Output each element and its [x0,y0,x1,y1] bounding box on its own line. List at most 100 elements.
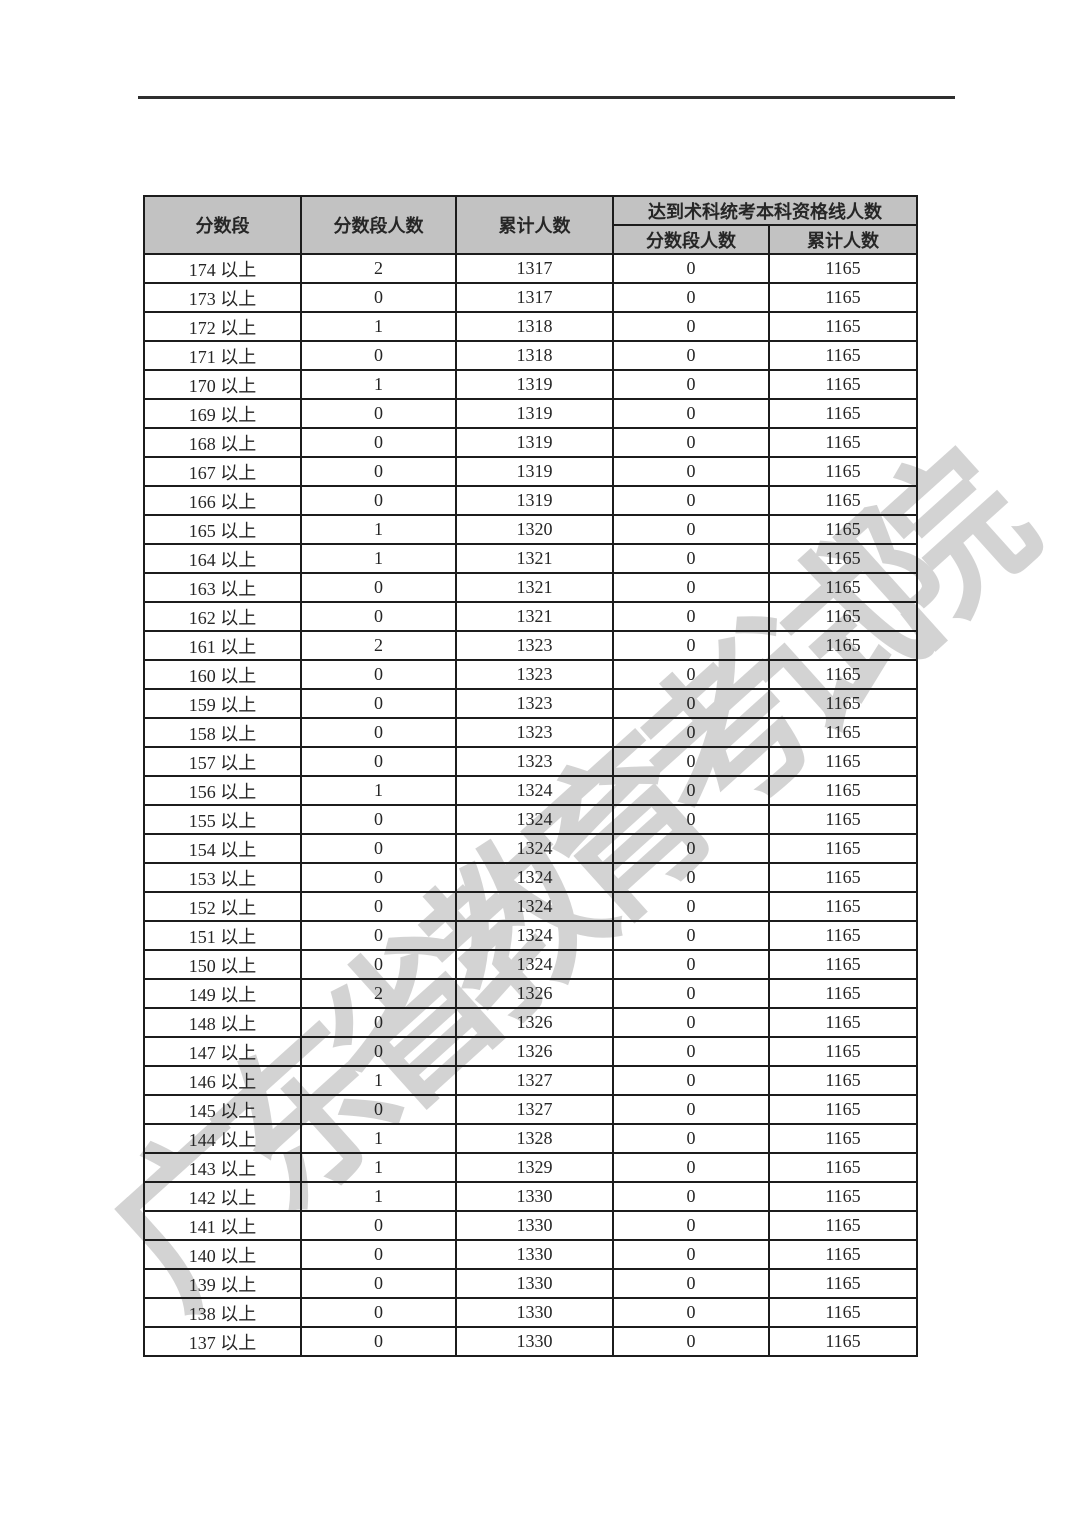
cell-cumulative-count: 1317 [455,253,614,284]
cell-band-count: 2 [300,978,457,1009]
cell-score-band: 150 以上 [143,949,302,980]
header-band-count: 分数段人数 [300,195,457,255]
cell-score-band: 156 以上 [143,775,302,806]
cell-qualified-cumulative-count: 1165 [768,543,918,574]
cell-band-count: 0 [300,688,457,719]
cell-cumulative-count: 1324 [455,862,614,893]
cell-qualified-band-count: 0 [612,1065,770,1096]
cell-score-band: 144 以上 [143,1123,302,1154]
cell-score-band: 147 以上 [143,1036,302,1067]
cell-qualified-cumulative-count: 1165 [768,862,918,893]
cell-score-band: 170 以上 [143,369,302,400]
cell-qualified-cumulative-count: 1165 [768,746,918,777]
cell-qualified-band-count: 0 [612,369,770,400]
cell-band-count: 1 [300,1152,457,1183]
cell-cumulative-count: 1330 [455,1210,614,1241]
cell-score-band: 174 以上 [143,253,302,284]
cell-qualified-band-count: 0 [612,862,770,893]
table-row: 154 以上 0 1324 0 1165 [143,833,918,864]
table-row: 142 以上 1 1330 0 1165 [143,1181,918,1212]
cell-qualified-cumulative-count: 1165 [768,253,918,284]
table-row: 166 以上 0 1319 0 1165 [143,485,918,516]
cell-band-count: 0 [300,1094,457,1125]
cell-band-count: 1 [300,369,457,400]
cell-cumulative-count: 1328 [455,1123,614,1154]
cell-band-count: 0 [300,456,457,487]
cell-qualified-cumulative-count: 1165 [768,1297,918,1328]
table-row: 163 以上 0 1321 0 1165 [143,572,918,603]
header-qualified-cumulative-count: 累计人数 [768,224,918,255]
cell-cumulative-count: 1330 [455,1239,614,1270]
cell-cumulative-count: 1329 [455,1152,614,1183]
cell-score-band: 151 以上 [143,920,302,951]
table-row: 146 以上 1 1327 0 1165 [143,1065,918,1096]
cell-qualified-cumulative-count: 1165 [768,1007,918,1038]
cell-qualified-band-count: 0 [612,311,770,342]
cell-band-count: 0 [300,1297,457,1328]
cell-qualified-cumulative-count: 1165 [768,601,918,632]
cell-qualified-cumulative-count: 1165 [768,1094,918,1125]
cell-qualified-cumulative-count: 1165 [768,1065,918,1096]
header-qualified-band-count: 分数段人数 [612,224,770,255]
cell-qualified-band-count: 0 [612,978,770,1009]
table-row: 172 以上 1 1318 0 1165 [143,311,918,342]
cell-cumulative-count: 1323 [455,630,614,661]
table-row: 145 以上 0 1327 0 1165 [143,1094,918,1125]
cell-qualified-band-count: 0 [612,1036,770,1067]
cell-cumulative-count: 1324 [455,949,614,980]
cell-band-count: 0 [300,717,457,748]
table-row: 174 以上 2 1317 0 1165 [143,253,918,284]
cell-band-count: 0 [300,920,457,951]
table-row: 157 以上 0 1323 0 1165 [143,746,918,777]
cell-qualified-band-count: 0 [612,253,770,284]
cell-band-count: 0 [300,1007,457,1038]
cell-band-count: 0 [300,1036,457,1067]
cell-score-band: 158 以上 [143,717,302,748]
cell-qualified-cumulative-count: 1165 [768,1210,918,1241]
cell-score-band: 162 以上 [143,601,302,632]
header-score-band: 分数段 [143,195,302,255]
cell-cumulative-count: 1319 [455,456,614,487]
cell-qualified-cumulative-count: 1165 [768,978,918,1009]
cell-qualified-cumulative-count: 1165 [768,833,918,864]
cell-band-count: 0 [300,833,457,864]
cell-band-count: 0 [300,862,457,893]
cell-cumulative-count: 1321 [455,601,614,632]
cell-qualified-band-count: 0 [612,398,770,429]
table-row: 168 以上 0 1319 0 1165 [143,427,918,458]
cell-band-count: 0 [300,485,457,516]
table-row: 161 以上 2 1323 0 1165 [143,630,918,661]
table-row: 138 以上 0 1330 0 1165 [143,1297,918,1328]
cell-score-band: 142 以上 [143,1181,302,1212]
cell-cumulative-count: 1324 [455,833,614,864]
header-cumulative-count: 累计人数 [455,195,614,255]
cell-score-band: 138 以上 [143,1297,302,1328]
cell-cumulative-count: 1324 [455,920,614,951]
cell-qualified-cumulative-count: 1165 [768,514,918,545]
table-row: 173 以上 0 1317 0 1165 [143,282,918,313]
cell-qualified-band-count: 0 [612,456,770,487]
cell-cumulative-count: 1324 [455,775,614,806]
cell-qualified-cumulative-count: 1165 [768,630,918,661]
cell-score-band: 168 以上 [143,427,302,458]
cell-qualified-cumulative-count: 1165 [768,369,918,400]
table-row: 170 以上 1 1319 0 1165 [143,369,918,400]
cell-qualified-cumulative-count: 1165 [768,485,918,516]
table-row: 144 以上 1 1328 0 1165 [143,1123,918,1154]
cell-qualified-band-count: 0 [612,572,770,603]
cell-qualified-band-count: 0 [612,1268,770,1299]
cell-band-count: 0 [300,282,457,313]
cell-cumulative-count: 1321 [455,543,614,574]
cell-qualified-band-count: 0 [612,688,770,719]
cell-qualified-band-count: 0 [612,340,770,371]
cell-score-band: 173 以上 [143,282,302,313]
cell-cumulative-count: 1330 [455,1181,614,1212]
cell-qualified-cumulative-count: 1165 [768,1036,918,1067]
cell-cumulative-count: 1323 [455,717,614,748]
cell-score-band: 163 以上 [143,572,302,603]
table-row: 149 以上 2 1326 0 1165 [143,978,918,1009]
cell-qualified-cumulative-count: 1165 [768,891,918,922]
cell-qualified-cumulative-count: 1165 [768,1326,918,1357]
cell-qualified-cumulative-count: 1165 [768,572,918,603]
cell-cumulative-count: 1320 [455,514,614,545]
